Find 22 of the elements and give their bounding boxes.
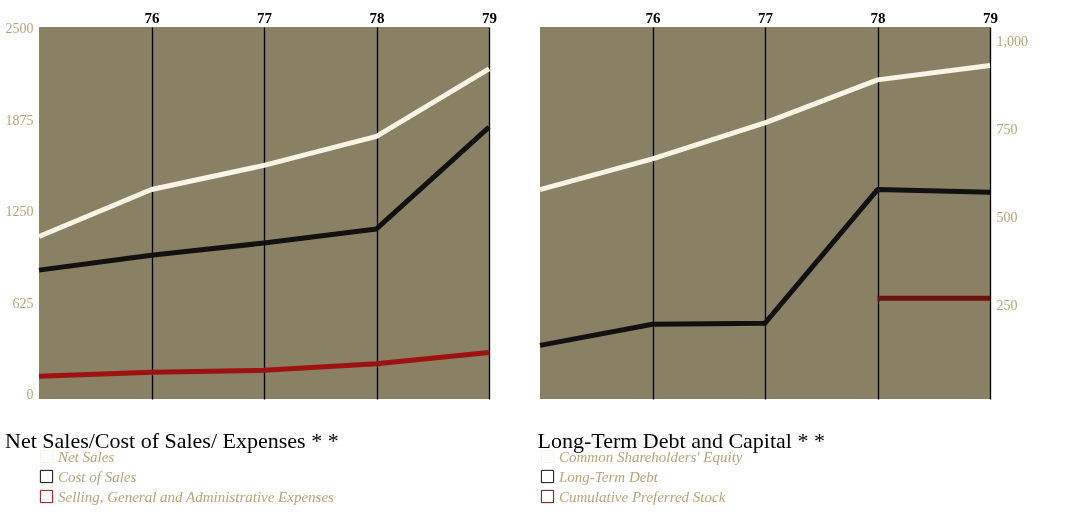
y2-tick-label: 250: [996, 298, 1018, 314]
y2-tick-label: 500: [996, 209, 1018, 225]
x-tick-label: 79: [983, 9, 998, 26]
x-tick-label: 77: [257, 9, 273, 26]
legend-label: Long-Term Debt: [558, 468, 659, 485]
x-tick-label: 76: [645, 9, 661, 26]
y2-tick-label: 1,000: [996, 33, 1028, 49]
y-tick-label: 1875: [5, 112, 34, 128]
legend-label: Cost of Sales: [58, 468, 137, 485]
legend-label: Selling, General and Administrative Expenses: [58, 488, 335, 505]
x-tick-label: 76: [144, 9, 160, 26]
text: Long-Term Debt and Capital * *: [537, 428, 825, 453]
x-tick-label: 78: [870, 9, 886, 26]
x-tick-label: 78: [369, 9, 385, 26]
x-tick-label: 79: [482, 9, 497, 26]
y-tick-label: 625: [12, 295, 34, 311]
y2-tick-label: 750: [996, 121, 1018, 137]
y-tick-label: 1250: [5, 204, 34, 220]
x-tick-label: 77: [758, 9, 774, 26]
y-tick-label: 0: [26, 387, 34, 403]
legend-label: Cumulative Preferred Stock: [559, 488, 726, 505]
y-tick-label: 2500: [5, 20, 34, 36]
